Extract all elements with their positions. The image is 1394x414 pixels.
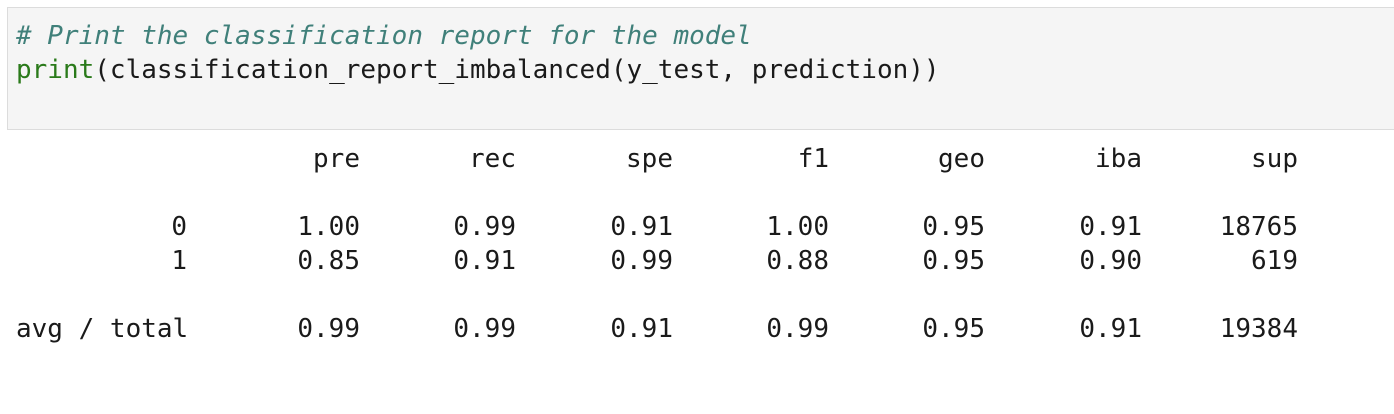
- header-iba: iba: [1095, 144, 1142, 174]
- cell-iba: 0.90: [1079, 246, 1142, 276]
- cell-f1: 0.88: [766, 246, 829, 276]
- report-header-row: pre rec spe f1 geo iba sup: [0, 142, 1394, 176]
- header-rec: rec: [469, 144, 516, 174]
- cell-f1: 1.00: [766, 212, 829, 242]
- cell-spe: 0.91: [610, 314, 673, 344]
- cell-spe: 0.99: [610, 246, 673, 276]
- row-label: 0: [171, 212, 187, 242]
- header-pre: pre: [313, 144, 360, 174]
- report-row-total: avg / total 0.99 0.99 0.91 0.99 0.95 0.9…: [0, 312, 1394, 346]
- cell-iba: 0.91: [1079, 212, 1142, 242]
- cell-pre: 1.00: [297, 212, 360, 242]
- code-comment: # Print the classification report for th…: [16, 21, 752, 51]
- row-label-total: avg / total: [16, 314, 189, 344]
- cell-pre: 0.99: [297, 314, 360, 344]
- code-statement: print(classification_report_imbalanced(y…: [16, 53, 940, 87]
- header-geo: geo: [938, 144, 985, 174]
- cell-rec: 0.99: [453, 212, 516, 242]
- cell-geo: 0.95: [922, 212, 985, 242]
- cell-geo: 0.95: [922, 246, 985, 276]
- cell-rec: 0.99: [453, 314, 516, 344]
- report-row-class-0: 0 1.00 0.99 0.91 1.00 0.95 0.91 18765: [0, 210, 1394, 244]
- header-f1: f1: [797, 144, 829, 174]
- cell-sup: 619: [1251, 246, 1298, 276]
- cell-spe: 0.91: [610, 212, 673, 242]
- header-spe: spe: [626, 144, 673, 174]
- cell-geo: 0.95: [922, 314, 985, 344]
- header-sup: sup: [1251, 144, 1298, 174]
- cell-sup: 18765: [1219, 212, 1298, 242]
- cell-f1: 0.99: [766, 314, 829, 344]
- cell-iba: 0.91: [1079, 314, 1142, 344]
- report-row-class-1: 1 0.85 0.91 0.99 0.88 0.95 0.90 619: [0, 244, 1394, 278]
- row-label: 1: [171, 246, 187, 276]
- code-cell-input[interactable]: [7, 7, 1394, 130]
- cell-sup: 19384: [1219, 314, 1298, 344]
- print-keyword: print: [16, 55, 95, 85]
- cell-pre: 0.85: [297, 246, 360, 276]
- cell-rec: 0.91: [453, 246, 516, 276]
- print-arguments: (classification_report_imbalanced(y_test…: [94, 55, 940, 85]
